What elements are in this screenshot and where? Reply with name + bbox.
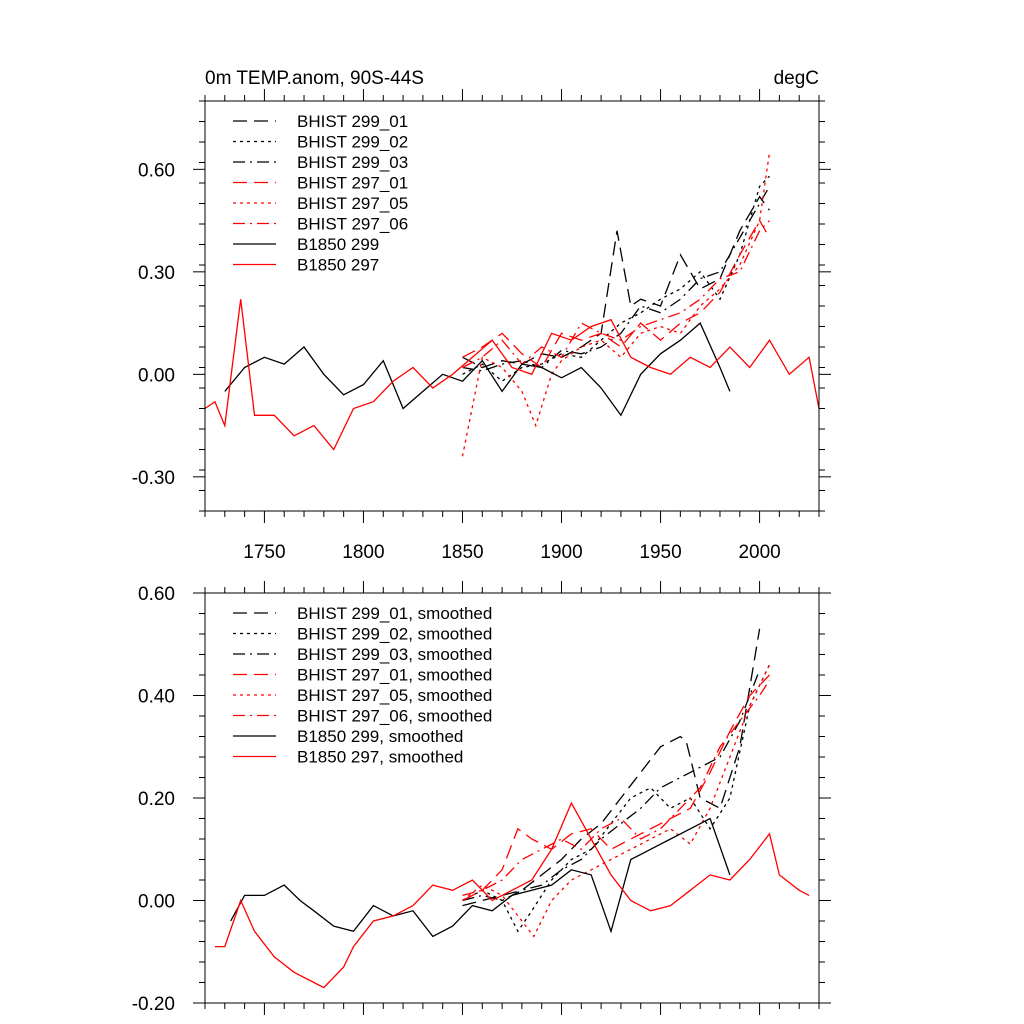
top-series-line-b1850-299 [224, 322, 731, 417]
bottom-series-line-bhist-297-06-smoothed [462, 679, 771, 897]
top-panel-units: degC [774, 68, 819, 89]
bottom-series-line-bhist-299-03-smoothed [462, 669, 761, 902]
bottom-panel: -0.20 0.00 0.20 0.40 0.60 BHIST 299_01, smoo… [132, 581, 831, 1015]
bottom-series-line-bhist-299-01-smoothed [462, 628, 761, 907]
top-legend-label-bhist-297-01: BHIST 297_01 [297, 174, 408, 193]
top-series-line-bhist-299-03 [462, 186, 771, 372]
top-xtick-label: 1850 [441, 542, 483, 563]
top-legend-label-bhist-299-02: BHIST 299_02 [297, 133, 408, 152]
top-legend-label-b1850-297: B1850 297 [297, 256, 379, 275]
top-ytick-label: 0.60 [138, 160, 175, 181]
bottom-legend-label-b1850-299-smoothed: B1850 299, smoothed [297, 727, 463, 746]
bottom-legend-label-b1850-297-smoothed: B1850 297, smoothed [297, 748, 463, 767]
top-ytick-label: -0.30 [132, 468, 175, 489]
top-ytick-label: 0.00 [138, 365, 175, 386]
top-series-layer [204, 152, 820, 457]
bottom-legend-label-bhist-297-05-smoothed: BHIST 297_05, smoothed [297, 686, 492, 705]
top-xtick-label: 1950 [639, 542, 681, 563]
top-series-line-bhist-299-02 [462, 175, 770, 383]
top-series-line-b1850-297 [204, 299, 820, 451]
bottom-series-line-bhist-299-02-smoothed [462, 664, 771, 933]
bottom-series-line-b1850-299-smoothed [230, 817, 731, 938]
top-series-line-bhist-299-01 [462, 195, 771, 369]
bottom-series-line-bhist-297-05-smoothed [462, 664, 771, 938]
top-legend-label-bhist-299-01: BHIST 299_01 [297, 112, 408, 131]
bottom-legend-label-bhist-299-02-smoothed: BHIST 299_02, smoothed [297, 625, 492, 644]
bottom-axis-layer: -0.20 0.00 0.20 0.40 0.60 [132, 581, 831, 1015]
bottom-ytick-label: 0.60 [138, 584, 175, 605]
top-xtick-label: 1900 [540, 542, 582, 563]
top-xtick-label: 1800 [342, 542, 384, 563]
bottom-series-line-bhist-297-01-smoothed [462, 674, 770, 902]
top-legend-label-bhist-297-06: BHIST 297_06 [297, 215, 408, 234]
bottom-legend: BHIST 299_01, smoothed BHIST 299_02, smoo… [233, 604, 492, 767]
bottom-legend-label-bhist-299-01-smoothed: BHIST 299_01, smoothed [297, 604, 492, 623]
top-xtick-label: 2000 [738, 542, 780, 563]
bottom-legend-label-bhist-297-01-smoothed: BHIST 297_01, smoothed [297, 666, 492, 685]
top-series-line-bhist-297-06 [462, 220, 770, 369]
top-panel-title: 0m TEMP.anom, 90S-44S [205, 68, 424, 89]
bottom-legend-label-bhist-297-06-smoothed: BHIST 297_06, smoothed [297, 707, 492, 726]
bottom-ytick-label: 0.00 [138, 892, 175, 913]
bottom-series-line-b1850-297-smoothed [214, 801, 810, 989]
top-legend-label-b1850-299: B1850 299 [297, 235, 379, 254]
top-series-line-bhist-297-01 [462, 219, 771, 369]
top-series-line-bhist-297-05 [461, 152, 771, 457]
bottom-ytick-label: 0.40 [138, 687, 175, 708]
top-xtick-label: 1750 [243, 542, 285, 563]
top-legend-label-bhist-299-03: BHIST 299_03 [297, 153, 408, 172]
top-axis-layer: 1750 1800 1850 1900 1950 2000 -0.30 0.00 0.30 0.6… [132, 89, 831, 563]
bottom-legend-label-bhist-299-03-smoothed: BHIST 299_03, smoothed [297, 645, 492, 664]
bottom-ytick-label: -0.20 [132, 994, 175, 1015]
top-legend-label-bhist-297-05: BHIST 297_05 [297, 194, 408, 213]
bottom-series-layer [214, 628, 810, 989]
top-ytick-label: 0.30 [138, 263, 175, 284]
top-panel: 0m TEMP.anom, 90S-44S degC 1750 1800 1850 1… [132, 68, 831, 563]
bottom-ytick-label: 0.20 [138, 789, 175, 810]
